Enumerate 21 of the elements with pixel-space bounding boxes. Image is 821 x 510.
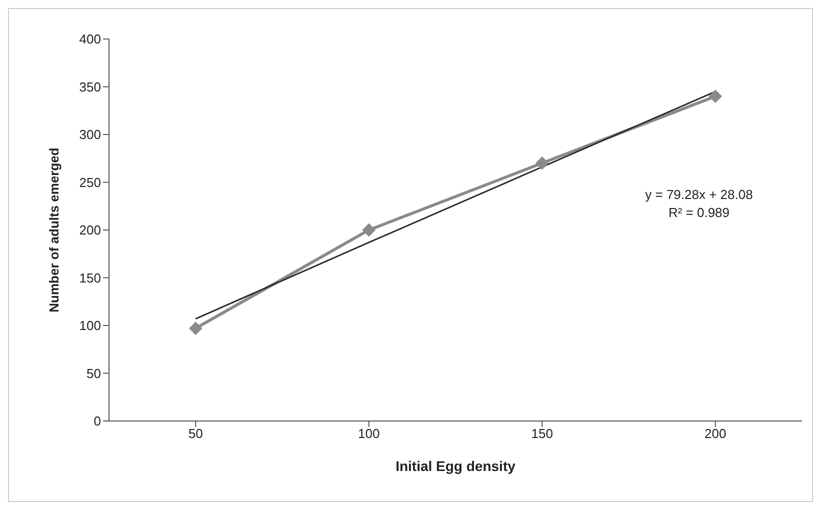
point xyxy=(536,156,549,170)
point xyxy=(362,224,376,236)
point xyxy=(708,90,722,103)
y-tick-label: 300 xyxy=(79,127,101,142)
y-tick-label: 50 xyxy=(86,366,101,381)
y-tick-label: 0 xyxy=(94,414,101,429)
point xyxy=(189,322,202,335)
annotation: y = 79.28x + 28.08 xyxy=(644,186,754,204)
x-axis-title: Initial Egg density xyxy=(396,458,516,474)
y-tick-label: 250 xyxy=(79,174,101,190)
x-tick-label: 100 xyxy=(358,426,380,442)
x-tick-label: 50 xyxy=(188,426,203,442)
y-tick-label: 400 xyxy=(79,32,101,47)
y-tick-label: 350 xyxy=(79,79,101,94)
x-tick-label: 150 xyxy=(531,426,553,442)
y-tick-label: 200 xyxy=(79,222,101,238)
y-tick-label: 100 xyxy=(79,318,101,334)
y-tick-label: 150 xyxy=(79,270,101,286)
y-axis-title: Number of adults emerged xyxy=(46,148,62,312)
annotation: R² = 0.989 xyxy=(667,204,731,222)
x-tick-label: 200 xyxy=(704,426,726,442)
